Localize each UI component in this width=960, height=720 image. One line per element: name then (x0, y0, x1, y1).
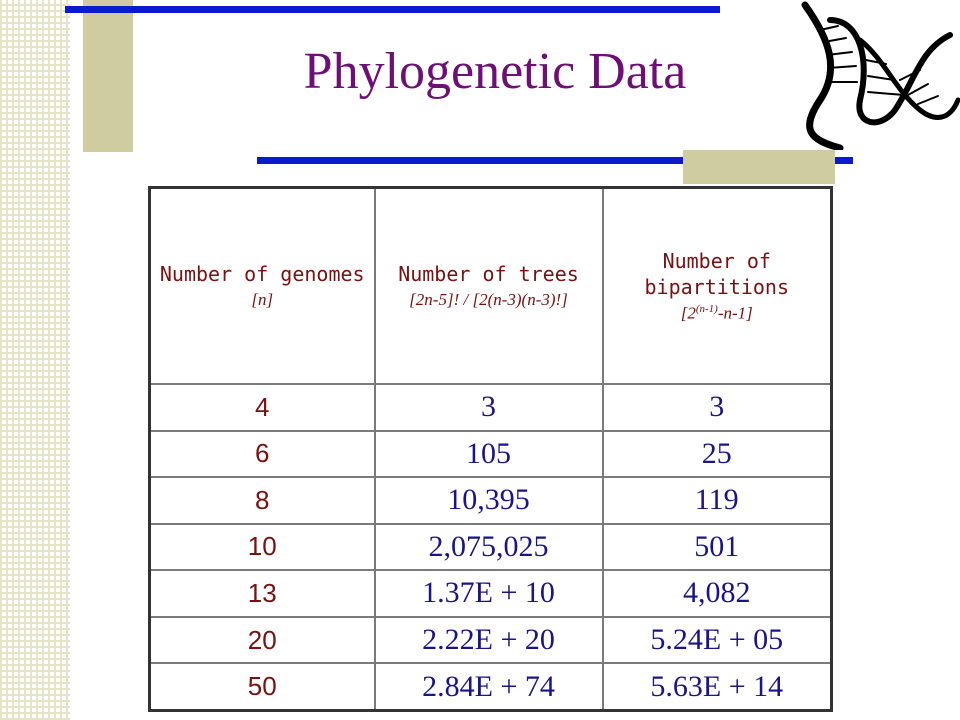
table-row: 6 105 25 (148, 429, 833, 479)
table-header-row: Number of genomes [n] Number of trees [2… (148, 186, 833, 386)
cell-genomes: 4 (148, 383, 376, 432)
header-formula: [2n-5]! / [2(n-3)(n-3)!] (409, 289, 568, 309)
cell-trees: 3 (373, 383, 604, 432)
table-row: 13 1.37E + 10 4,082 (148, 569, 833, 618)
cell-trees: 10,395 (373, 476, 604, 525)
formula-base: [2 (680, 303, 696, 323)
cell-bipartitions: 119 (601, 476, 833, 525)
header-label: Number of trees (398, 261, 579, 286)
table-row: 50 2.84E + 74 5.63E + 14 (148, 662, 833, 712)
dna-helix-icon (801, 1, 960, 150)
table-row: 20 2.22E + 20 5.24E + 05 (148, 615, 833, 665)
table-row: 8 10,395 119 (148, 476, 833, 525)
cell-genomes: 20 (148, 615, 376, 665)
formula-exponent: (n-1) (695, 302, 718, 315)
formula-rest: -n-1] (717, 303, 753, 323)
header-formula: [n] (251, 289, 274, 309)
cell-trees: 105 (373, 429, 604, 479)
header-trees: Number of trees [2n-5]! / [2(n-3)(n-3)!] (373, 186, 604, 386)
table-row: 10 2,075,025 501 (148, 522, 833, 572)
cell-bipartitions: 5.63E + 14 (601, 662, 833, 712)
cell-genomes: 8 (148, 476, 376, 525)
cell-trees: 1.37E + 10 (373, 569, 604, 618)
cell-bipartitions: 501 (601, 522, 833, 572)
cell-genomes: 6 (148, 429, 376, 479)
cell-genomes: 10 (148, 522, 376, 572)
cell-trees: 2,075,025 (373, 522, 604, 572)
slide-title: Phylogenetic Data (303, 43, 687, 100)
header-label: Number of bipartitions (644, 248, 790, 299)
header-genomes: Number of genomes [n] (148, 186, 376, 386)
tan-accent-block (83, 0, 133, 152)
cell-genomes: 13 (148, 569, 376, 618)
cell-trees: 2.84E + 74 (373, 662, 604, 712)
phylogenetic-data-table: Number of genomes [n] Number of trees [2… (148, 186, 833, 712)
tan-accent-block-right (683, 150, 835, 184)
header-bipartitions: Number of bipartitions [2(n-1)-n-1] (601, 186, 833, 386)
cell-bipartitions: 3 (601, 383, 833, 432)
header-formula: [2(n-1)-n-1] (604, 302, 831, 325)
header-label: Number of genomes (159, 261, 365, 286)
cell-trees: 2.22E + 20 (373, 615, 604, 665)
cell-bipartitions: 4,082 (601, 569, 833, 618)
cell-bipartitions: 25 (601, 429, 833, 479)
bottom-accent-bar (257, 157, 853, 164)
top-accent-bar (65, 6, 720, 13)
cell-genomes: 50 (148, 662, 376, 712)
cell-bipartitions: 5.24E + 05 (601, 615, 833, 665)
checkered-strip (0, 0, 70, 720)
